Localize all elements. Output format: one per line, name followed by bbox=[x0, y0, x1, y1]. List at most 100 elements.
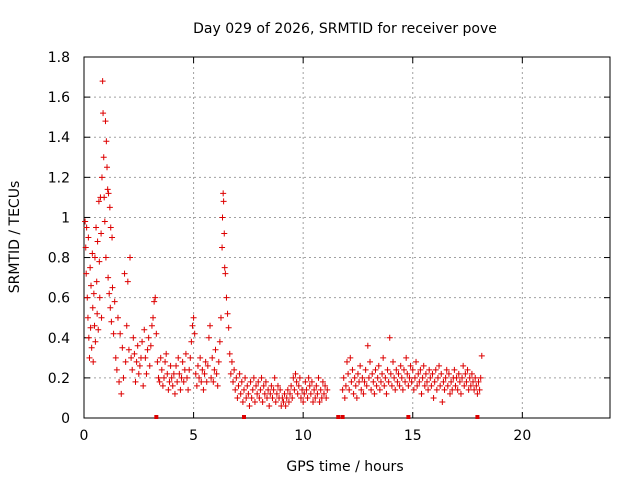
data-point bbox=[406, 374, 413, 381]
data-point bbox=[107, 224, 114, 231]
data-point bbox=[246, 402, 253, 409]
data-point bbox=[282, 402, 289, 409]
data-point bbox=[468, 370, 475, 377]
x-tick-label: 10 bbox=[294, 428, 312, 444]
data-point bbox=[185, 386, 192, 393]
data-point bbox=[104, 186, 111, 193]
data-point bbox=[154, 358, 161, 365]
data-point bbox=[82, 218, 89, 225]
y-grid bbox=[84, 96, 610, 379]
data-point bbox=[360, 390, 367, 397]
data-point bbox=[474, 390, 481, 397]
data-point bbox=[361, 378, 368, 385]
data-point bbox=[310, 398, 317, 405]
data-point bbox=[350, 390, 357, 397]
data-point bbox=[114, 314, 121, 321]
data-point bbox=[95, 326, 102, 333]
data-point bbox=[400, 366, 407, 373]
data-point bbox=[155, 374, 162, 381]
data-point bbox=[312, 394, 319, 401]
data-point bbox=[222, 270, 229, 277]
data-point bbox=[292, 370, 299, 377]
data-point bbox=[253, 382, 260, 389]
data-point bbox=[352, 382, 359, 389]
data-point bbox=[362, 366, 369, 373]
data-point bbox=[356, 378, 363, 385]
data-point bbox=[85, 234, 92, 241]
data-point bbox=[473, 382, 480, 389]
data-point bbox=[200, 386, 207, 393]
data-point bbox=[101, 194, 108, 201]
data-point bbox=[109, 234, 116, 241]
data-point bbox=[353, 394, 360, 401]
data-point bbox=[234, 394, 241, 401]
data-point bbox=[96, 258, 103, 265]
data-point bbox=[396, 382, 403, 389]
data-point bbox=[251, 398, 258, 405]
data-point bbox=[247, 378, 254, 385]
data-point bbox=[472, 374, 479, 381]
data-point bbox=[111, 298, 118, 305]
data-point bbox=[93, 278, 100, 285]
data-point bbox=[379, 370, 386, 377]
data-point bbox=[221, 264, 228, 271]
x-axis-title: GPS time / hours bbox=[286, 459, 403, 475]
data-point bbox=[455, 370, 462, 377]
data-point bbox=[376, 386, 383, 393]
data-point bbox=[175, 354, 182, 361]
data-point bbox=[259, 398, 266, 405]
data-point bbox=[268, 382, 275, 389]
data-point bbox=[85, 334, 92, 341]
data-point bbox=[109, 284, 116, 291]
data-point bbox=[453, 374, 460, 381]
gap-marker bbox=[336, 415, 341, 419]
data-point bbox=[249, 386, 256, 393]
data-point bbox=[89, 304, 96, 311]
data-point bbox=[347, 354, 354, 361]
data-point bbox=[232, 386, 239, 393]
data-point bbox=[256, 394, 263, 401]
data-point bbox=[132, 378, 139, 385]
data-point bbox=[295, 382, 302, 389]
data-point bbox=[447, 390, 454, 397]
data-point bbox=[123, 322, 130, 329]
y-tick-label: 0.8 bbox=[48, 251, 70, 267]
data-point bbox=[265, 386, 272, 393]
gap-marker bbox=[340, 415, 345, 419]
data-point bbox=[391, 374, 398, 381]
data-point bbox=[150, 314, 157, 321]
data-point bbox=[438, 370, 445, 377]
data-point bbox=[416, 378, 423, 385]
data-point bbox=[194, 362, 201, 369]
data-point bbox=[465, 386, 472, 393]
data-point bbox=[324, 386, 331, 393]
data-point bbox=[171, 390, 178, 397]
data-point bbox=[225, 324, 232, 331]
data-point bbox=[205, 334, 212, 341]
data-point bbox=[235, 382, 242, 389]
data-point bbox=[459, 374, 466, 381]
data-point bbox=[407, 362, 414, 369]
data-point bbox=[182, 350, 189, 357]
data-point bbox=[233, 374, 240, 381]
data-point bbox=[213, 370, 220, 377]
data-point bbox=[323, 394, 330, 401]
data-point bbox=[462, 370, 469, 377]
data-point bbox=[273, 390, 280, 397]
data-point bbox=[281, 390, 288, 397]
data-point bbox=[444, 382, 451, 389]
data-point bbox=[168, 374, 175, 381]
data-point bbox=[257, 386, 264, 393]
data-point bbox=[177, 386, 184, 393]
data-point bbox=[223, 294, 230, 301]
data-point bbox=[88, 344, 95, 351]
data-point bbox=[134, 342, 141, 349]
data-point bbox=[422, 370, 429, 377]
data-point bbox=[311, 386, 318, 393]
data-point bbox=[133, 358, 140, 365]
data-point bbox=[301, 390, 308, 397]
data-point bbox=[160, 374, 167, 381]
data-point bbox=[106, 204, 113, 211]
data-point bbox=[417, 366, 424, 373]
